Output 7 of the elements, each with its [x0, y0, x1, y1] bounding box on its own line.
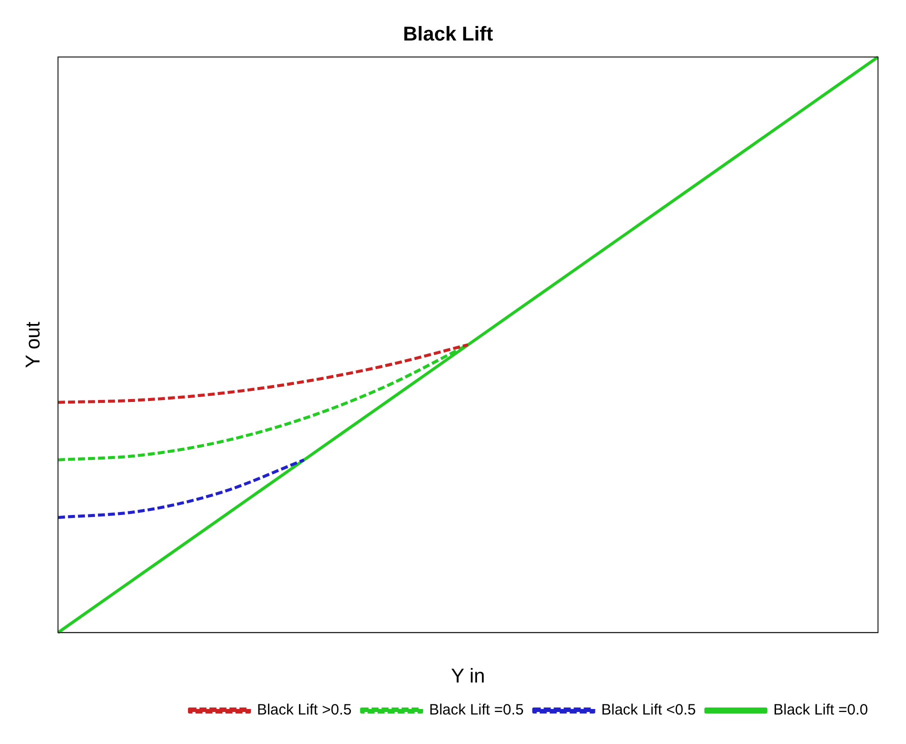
legend-label: Black Lift <0.5 [601, 702, 696, 719]
legend-label: Black Lift =0.0 [773, 702, 868, 719]
x-axis-title: Y in [450, 666, 486, 688]
legend-label: Black Lift >0.5 [256, 702, 352, 719]
chart-title: Black Lift [402, 24, 494, 46]
legend-label: Black Lift =0.5 [429, 702, 524, 719]
y-axis-title: Y out [22, 321, 45, 368]
